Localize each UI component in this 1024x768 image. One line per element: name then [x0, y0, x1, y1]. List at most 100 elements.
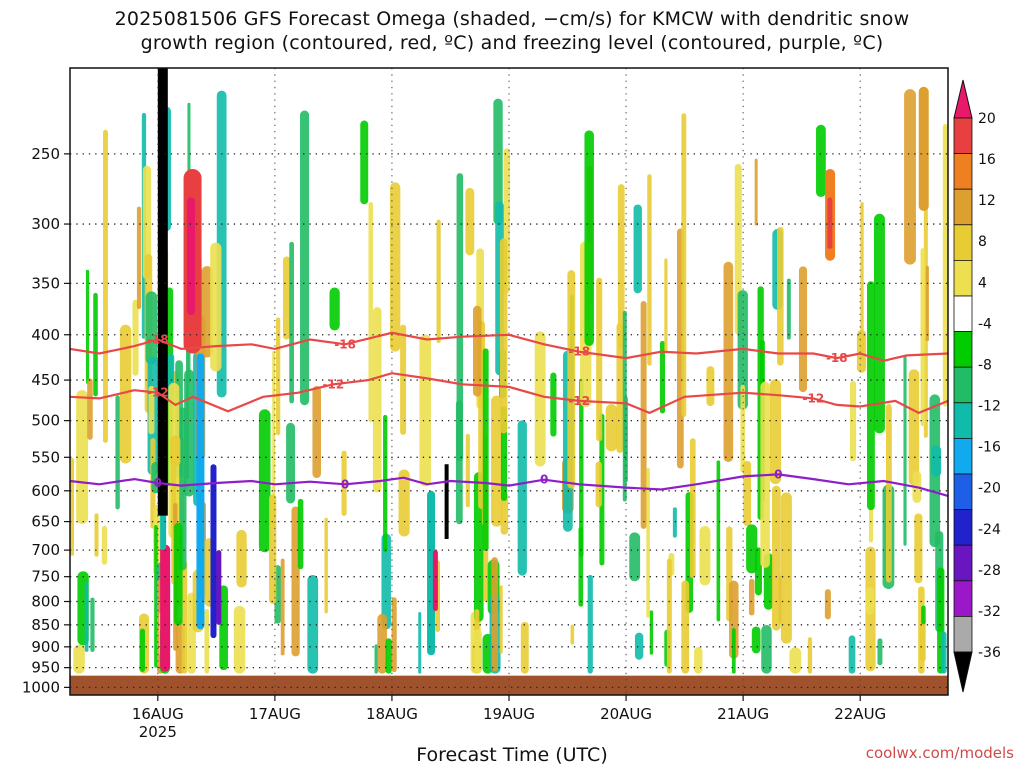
colorbar-bin [953, 509, 973, 546]
omega-streak [596, 277, 603, 442]
omega-streak [587, 574, 593, 674]
colorbar-label: -4 [978, 316, 992, 332]
y-tick-label: 700 [31, 541, 60, 559]
contour-label: 0 [540, 473, 548, 487]
colorbar-bin [953, 616, 973, 653]
omega-streak [465, 187, 475, 256]
omega-streak [629, 532, 641, 582]
colorbar-label: 20 [978, 111, 996, 127]
omega-streak [777, 226, 784, 366]
omega-streak [798, 266, 808, 393]
omega-streak [885, 403, 892, 583]
y-tick-label: 950 [31, 659, 60, 677]
omega-streak [181, 560, 188, 674]
omega-streak [493, 98, 503, 225]
x-tick-label: 17AUG [249, 705, 301, 723]
omega-streak [324, 517, 328, 614]
omega-streak [740, 384, 746, 473]
contour-label: -12 [147, 386, 169, 400]
omega-streak [699, 525, 711, 586]
chart-title-line-1: 2025081506 GFS Forecast Omega (shaded, −… [114, 8, 910, 30]
omega-streak [649, 610, 654, 655]
omega-streak [849, 381, 857, 462]
omega-streak [729, 580, 739, 659]
omega-streak [139, 628, 146, 672]
omega-streak [807, 637, 813, 674]
y-tick-label: 900 [31, 638, 60, 656]
colorbar-bin [953, 153, 973, 190]
omega-streak [291, 506, 300, 657]
omega-streak [873, 213, 885, 434]
omega-streak [865, 587, 875, 615]
x-tick-label: 20AUG [600, 705, 652, 723]
credit-link[interactable]: coolwx.com/models [865, 744, 1014, 762]
omega-streak [400, 324, 407, 435]
omega-streak [385, 638, 392, 674]
colorbar-label: -12 [978, 399, 1001, 415]
contour-lines: -18 -18 -18 -18 -12 -12 -12 -12 0 0 0 0 [69, 331, 949, 497]
colorbar-label: 12 [978, 193, 996, 209]
omega-core [187, 197, 196, 316]
omega-streak [85, 269, 90, 384]
omega-streak [616, 323, 624, 453]
omega-streak [599, 413, 605, 566]
omega-streak [942, 124, 948, 407]
omega-streak [681, 580, 690, 674]
colorbar: 20 16 12 8 4 -4 -8 -12 -16 -20 -24 -28 -32 -36 [953, 79, 1001, 693]
omega-streak [634, 632, 644, 660]
omega-streak [154, 525, 158, 668]
omega-streak [282, 256, 291, 340]
omega-streak [142, 165, 152, 280]
omega-streak [473, 472, 484, 622]
omega-streak [646, 467, 650, 618]
omega-streak [307, 574, 319, 674]
omega-extreme-streak [157, 68, 168, 516]
omega-streak [723, 261, 734, 463]
omega-streak [482, 348, 489, 551]
omega-streak [491, 557, 499, 672]
colorbar-label: -20 [978, 481, 1001, 497]
contour-label: -18 [826, 351, 848, 365]
colorbar-bin [953, 259, 973, 297]
colorbar-label: 8 [978, 234, 987, 250]
colorbar-bin [953, 402, 973, 439]
contour-label: -12 [803, 391, 825, 405]
omega-streak [184, 369, 195, 497]
contour-line [69, 473, 949, 497]
omega-streak [87, 378, 93, 440]
colorbar-label: -36 [978, 645, 1001, 661]
y-axis: 250 300 350 400 450 500 550 600 650 700 750 800 850 9… [22, 145, 70, 696]
omega-streak [633, 204, 642, 294]
colorbar-bottom-arrow [953, 651, 973, 693]
omega-streak [746, 524, 758, 574]
omega-streak [754, 158, 758, 226]
omega-streak [491, 395, 503, 527]
omega-streak [666, 558, 672, 674]
omega-streak [567, 270, 576, 489]
omega-streak [921, 605, 926, 625]
omega-streak [236, 529, 247, 588]
omega-streak [418, 611, 422, 674]
contour-label: 0 [341, 477, 349, 491]
omega-streak [751, 626, 761, 654]
omega-streak [848, 635, 856, 674]
y-tick-label: 600 [31, 482, 60, 500]
ground-fill [70, 675, 948, 695]
omega-streak [706, 366, 715, 407]
y-tick-label: 800 [31, 593, 60, 611]
x-tick-label: 16AUG [132, 705, 184, 723]
omega-streak [280, 558, 285, 656]
ground-layer [70, 675, 948, 695]
omega-streak [914, 513, 923, 584]
colorbar-label: -28 [978, 563, 1001, 579]
omega-streak [904, 89, 916, 265]
omega-streak [920, 618, 926, 662]
grid-lines [70, 68, 948, 695]
omega-streak [500, 492, 509, 535]
omega-streak [94, 513, 99, 557]
omega-streak [731, 628, 736, 674]
omega-streak [233, 605, 246, 674]
omega-streak [748, 578, 755, 616]
omega-streak [360, 120, 369, 205]
